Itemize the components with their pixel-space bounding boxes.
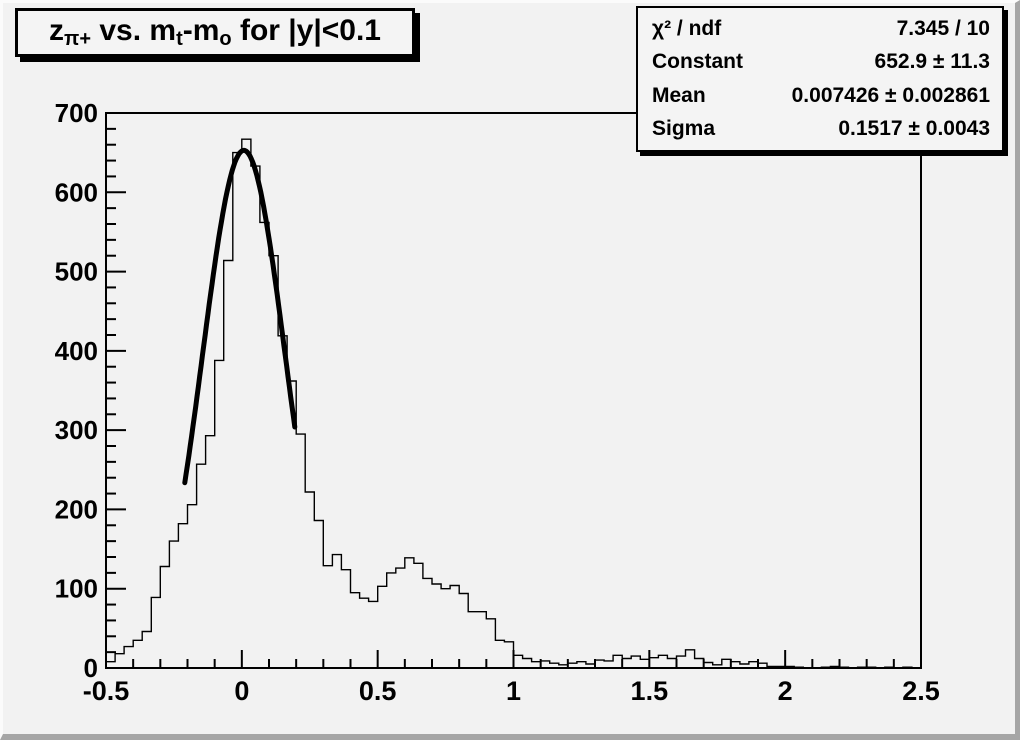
- stat-row-chi2: χ² / ndf 7.345 / 10: [638, 17, 1002, 41]
- y-tick-label: 600: [55, 177, 98, 207]
- title-part: for |y|<0.1: [231, 14, 381, 47]
- title-subscript: o: [219, 28, 232, 50]
- y-tick-label: 100: [55, 574, 98, 604]
- y-tick-label: 500: [55, 257, 98, 287]
- stat-row-constant: Constant 652.9 ± 11.3: [638, 50, 1002, 74]
- title-part: -m: [182, 14, 220, 47]
- stat-label: Sigma: [652, 117, 716, 141]
- x-tick-label: 0.5: [359, 676, 397, 706]
- title-subscript: π+: [64, 28, 91, 50]
- y-tick-label: 0: [84, 653, 98, 683]
- title-part: vs. m: [91, 14, 177, 47]
- stat-value: 7.345 / 10: [896, 16, 990, 40]
- stat-value: 0.007426 ± 0.002861: [791, 83, 990, 107]
- x-tick-label: 1.5: [631, 676, 669, 706]
- stat-value: 0.1517 ± 0.0043: [838, 117, 990, 141]
- title-part: z: [49, 14, 64, 47]
- histogram-line: [105, 138, 921, 669]
- stat-row-sigma: Sigma 0.1517 ± 0.0043: [638, 117, 1002, 141]
- stat-value: 652.9 ± 11.3: [874, 50, 990, 74]
- title-box: zπ+ vs. mt-mo for |y|<0.1: [15, 8, 415, 57]
- y-tick-label: 400: [55, 336, 98, 366]
- plot-inner: -0.5 0 0.5 1 1.5 2 2.5 0 100 200 300 400 500 600 700 z…: [3, 3, 1015, 734]
- y-tick-label: 200: [55, 494, 98, 524]
- y-tick-label: 700: [55, 98, 98, 128]
- x-tick-label: -0.5: [83, 676, 130, 706]
- stat-label: Mean: [652, 83, 706, 107]
- stat-row-mean: Mean 0.007426 ± 0.002861: [638, 84, 1002, 108]
- stat-label: Constant: [652, 50, 743, 74]
- stat-label: χ² / ndf: [652, 16, 722, 40]
- x-tick-label: 2.5: [902, 676, 940, 706]
- title-subscript: t: [176, 28, 183, 50]
- x-tick-label: 0: [234, 676, 249, 706]
- x-tick-label: 1: [506, 676, 521, 706]
- fit-curve: [182, 147, 298, 486]
- stats-box: χ² / ndf 7.345 / 10 Constant 652.9 ± 11.…: [636, 6, 1004, 152]
- plot-title: zπ+ vs. mt-mo for |y|<0.1: [49, 14, 381, 51]
- x-tick-label: 2: [778, 676, 793, 706]
- y-tick-label: 300: [55, 415, 98, 445]
